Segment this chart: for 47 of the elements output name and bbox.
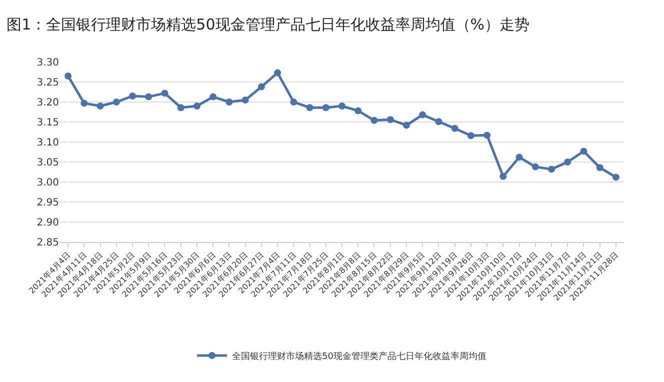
y-tick-label: 3.10 [36, 138, 59, 148]
point [386, 116, 394, 124]
point [96, 102, 104, 110]
point [226, 98, 233, 106]
y-tick-label: 2.85 [36, 238, 59, 248]
point [354, 107, 362, 114]
point [129, 92, 136, 100]
point [161, 90, 168, 97]
point [467, 132, 474, 140]
chart-title: 图1：全国银行理财市场精选50现金管理产品七日年化收益率周均值（%）走势 [6, 16, 530, 34]
point [596, 164, 604, 172]
y-tick-label: 3.25 [36, 78, 59, 88]
legend-label: 全国银行理财市场精选50现金管理类产品七日年化收益率周均值 [232, 351, 486, 362]
point [500, 172, 507, 180]
point [580, 148, 588, 155]
y-tick-label: 3.20 [36, 98, 59, 108]
point [370, 116, 378, 124]
y-tick-label: 3.30 [36, 58, 59, 68]
point [258, 83, 265, 90]
point [306, 104, 314, 112]
point [193, 102, 200, 110]
point [64, 72, 72, 80]
y-tick-label: 3.05 [36, 158, 59, 168]
point [564, 158, 572, 166]
point [177, 104, 184, 112]
point [612, 174, 620, 181]
point [274, 69, 282, 76]
y-tick-label: 2.95 [36, 198, 59, 208]
point [322, 104, 330, 112]
point [516, 154, 523, 161]
point [112, 98, 120, 106]
point [484, 132, 491, 139]
point [419, 111, 426, 118]
y-tick-label: 3.00 [36, 178, 59, 188]
point [338, 102, 346, 110]
point [290, 98, 298, 106]
point [451, 124, 458, 132]
point [435, 118, 442, 126]
point [242, 96, 249, 104]
point [532, 163, 539, 170]
point [402, 122, 410, 129]
point [210, 93, 217, 100]
point [145, 93, 152, 100]
point [548, 166, 555, 173]
y-tick-label: 2.90 [36, 218, 59, 228]
y-tick-label: 3.15 [36, 118, 59, 128]
point [80, 100, 88, 107]
